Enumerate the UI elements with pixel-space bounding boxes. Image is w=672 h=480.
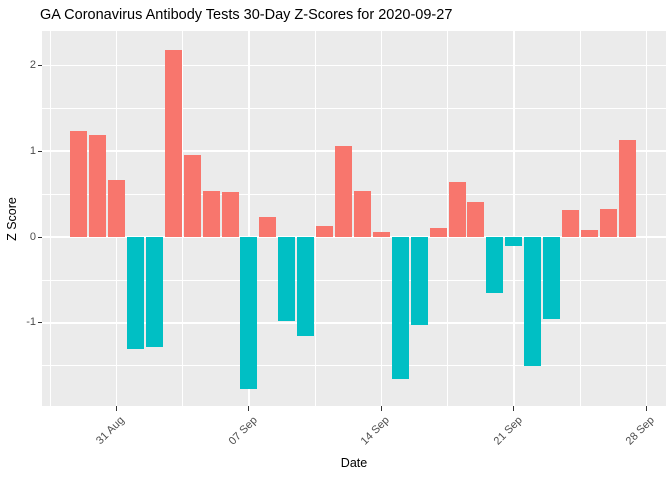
x-minor-gridline [579,31,581,406]
bar-positive [467,201,485,237]
bar-negative [297,237,315,336]
x-minor-gridline [447,31,449,406]
x-tick-mark [645,406,647,411]
y-tick-mark [37,150,42,152]
y-major-gridline [42,64,666,67]
bar-positive [221,192,239,237]
bar-negative [486,237,504,293]
x-axis-title: Date [340,456,368,470]
bar-positive [599,208,617,237]
bar-negative [505,237,523,246]
x-minor-gridline [314,31,316,406]
y-axis-title: Z Score [5,197,19,241]
bar-negative [126,237,144,350]
bar-positive [372,231,390,237]
bar-positive [107,180,125,237]
bar-positive [562,210,580,237]
bar-positive [580,230,598,237]
x-tick-label: 31 Aug [94,414,128,448]
y-major-gridline [42,236,666,238]
bar-positive [353,190,371,237]
bar-positive [202,190,220,237]
x-tick-label: 21 Sep [491,414,525,448]
bar-positive [259,217,277,237]
bar-positive [70,130,88,237]
y-major-gridline [42,322,666,324]
x-tick-mark [115,406,118,411]
bar-negative [543,237,561,319]
y-tick-label: 1 [29,144,36,157]
x-tick-label: 14 Sep [358,414,393,448]
y-tick-label: -1 [26,316,36,329]
x-tick-label: 28 Sep [623,414,658,448]
chart-title: GA Coronavirus Antibody Tests 30-Day Z-S… [40,7,453,23]
x-tick-label: 07 Sep [226,414,260,448]
bar-positive [335,146,353,237]
y-tick-mark [37,236,42,238]
bar-positive [183,154,201,237]
x-minor-gridline [182,31,184,406]
y-minor-gridline [42,107,666,109]
bar-positive [89,134,107,237]
x-major-gridline [513,31,515,406]
y-minor-gridline [42,365,666,367]
y-tick-mark [37,64,42,66]
x-major-gridline [248,31,250,406]
bar-negative [145,237,163,347]
x-tick-mark [380,406,382,411]
x-major-gridline [380,31,383,406]
y-tick-label: 0 [29,230,36,243]
bar-positive [448,182,466,237]
bar-positive [618,140,636,237]
x-tick-mark [513,406,515,411]
y-minor-gridline [42,279,666,281]
y-tick-label: 2 [29,58,36,71]
bar-negative [278,237,296,322]
y-major-gridline [42,150,666,152]
bar-positive [316,225,334,237]
bar-negative [410,237,428,326]
y-tick-mark [37,322,42,324]
bar-negative [391,237,409,380]
bar-positive [164,49,182,237]
plot-panel [42,31,666,406]
bar-negative [240,237,258,389]
x-major-gridline [645,31,647,406]
bar-negative [524,237,542,366]
bar-positive [429,228,447,237]
x-tick-mark [248,406,250,411]
x-minor-gridline [49,31,51,406]
